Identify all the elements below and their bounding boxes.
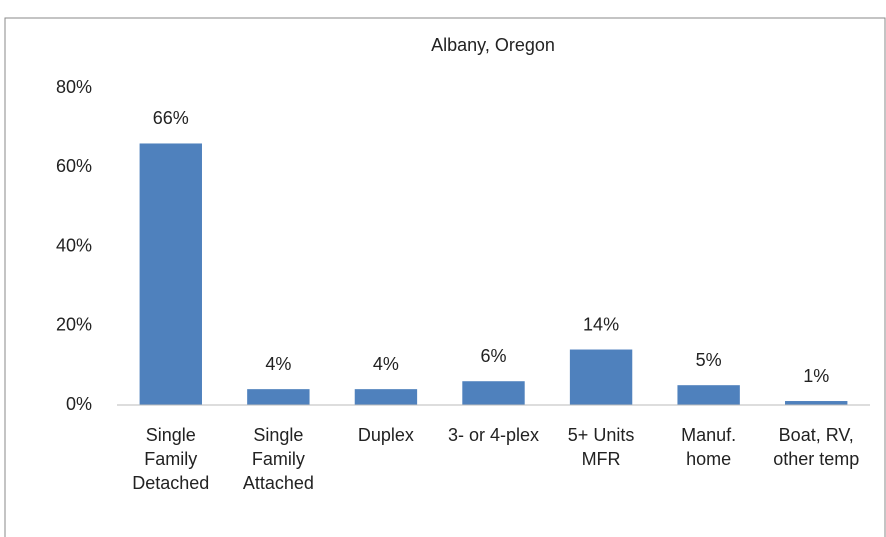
x-tick-label: 3- or 4-plex [448,425,539,445]
x-tick-label: Single [253,425,303,445]
y-tick-label: 60% [56,156,92,176]
x-tick-label: Manuf. [681,425,736,445]
bar [354,389,418,405]
data-label: 4% [373,354,399,374]
data-label: 14% [583,314,619,334]
bar [569,349,633,405]
x-tick-label: Family [252,449,305,469]
bar [677,385,740,405]
x-tick-label: home [686,449,731,469]
x-tick-label: Single [146,425,196,445]
data-label: 6% [480,346,506,366]
chart-border [4,17,886,537]
bar [785,401,848,405]
x-tick-label: other temp [773,449,859,469]
bar [462,381,525,405]
x-tick-label: 5+ Units [568,425,635,445]
y-tick-label: 0% [66,394,92,414]
data-label: 66% [153,108,189,128]
y-tick-label: 20% [56,315,92,335]
x-tick-label: Family [144,449,197,469]
data-label: 4% [265,354,291,374]
x-tick-label: Duplex [358,425,414,445]
y-tick-label: 80% [56,77,92,97]
x-tick-label: Attached [243,473,314,493]
x-tick-label: MFR [582,449,621,469]
x-tick-label: Detached [132,473,209,493]
x-tick-label: Boat, RV, [779,425,854,445]
data-label: 1% [803,366,829,386]
data-label: 5% [696,350,722,370]
bar [247,389,310,405]
y-tick-label: 40% [56,235,92,255]
bar [139,143,202,405]
chart-title: Albany, Oregon [431,35,555,55]
